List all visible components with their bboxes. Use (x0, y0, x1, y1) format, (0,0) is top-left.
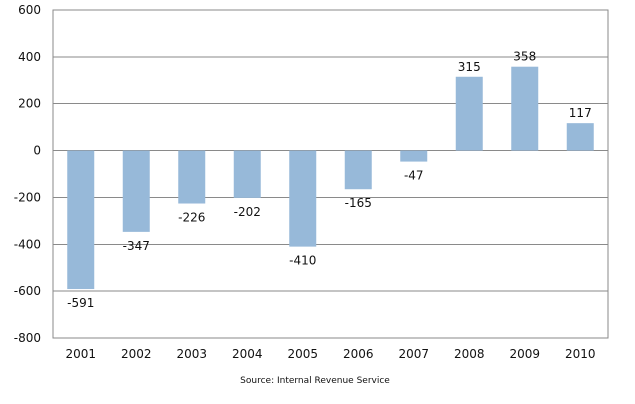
data-label-2007: -47 (404, 169, 424, 183)
y-tick-label: 200 (18, 97, 41, 111)
y-tick-label: -600 (14, 284, 41, 298)
y-tick-label: -200 (14, 190, 41, 204)
bar-2003 (178, 150, 206, 204)
x-tick-label-2009: 2009 (509, 347, 540, 361)
x-tick-label-2010: 2010 (565, 347, 596, 361)
bar-2005 (289, 150, 317, 247)
data-label-2009: 358 (513, 50, 536, 64)
data-label-2004: -202 (234, 205, 261, 219)
bar-2009 (511, 66, 539, 151)
y-tick-label: 0 (33, 144, 41, 158)
data-label-2008: 315 (458, 60, 481, 74)
data-label-2005: -410 (289, 254, 316, 268)
x-axis-tick-labels: 2001 2002 2003 2004 2005 2006 2007 2008 2009 2010 (65, 347, 595, 361)
y-tick-label: 600 (18, 3, 41, 17)
bar-2004 (233, 150, 261, 198)
y-tick-label: -800 (14, 331, 41, 345)
x-tick-label-2003: 2003 (176, 347, 207, 361)
data-label-2010: 117 (569, 106, 592, 120)
x-tick-label-2004: 2004 (232, 347, 263, 361)
data-label-2001: -591 (67, 296, 94, 310)
bar-2007 (400, 150, 428, 162)
data-label-2002: -347 (123, 239, 150, 253)
bar-value-labels: -591 -347 -226 -202 -410 -165 -47 315 358 117 (67, 50, 592, 310)
x-tick-label-2001: 2001 (65, 347, 96, 361)
data-label-2003: -226 (178, 211, 205, 225)
bars-layer (67, 66, 594, 290)
data-label-2006: -165 (345, 196, 372, 210)
x-tick-label-2006: 2006 (343, 347, 374, 361)
x-tick-label-2002: 2002 (121, 347, 152, 361)
y-axis-tick-labels: 600 400 200 0 -200 -400 -600 -800 (14, 3, 41, 345)
bar-2008 (455, 76, 483, 151)
bar-2010 (566, 123, 594, 151)
bar-2001 (67, 150, 95, 290)
x-tick-label-2007: 2007 (398, 347, 429, 361)
x-tick-label-2008: 2008 (454, 347, 485, 361)
source-note: Source: Internal Revenue Service (240, 376, 390, 386)
x-tick-label-2005: 2005 (287, 347, 318, 361)
y-tick-label: -400 (14, 237, 41, 251)
bar-2006 (344, 150, 372, 190)
y-tick-label: 400 (18, 50, 41, 64)
bar-2002 (122, 150, 150, 232)
